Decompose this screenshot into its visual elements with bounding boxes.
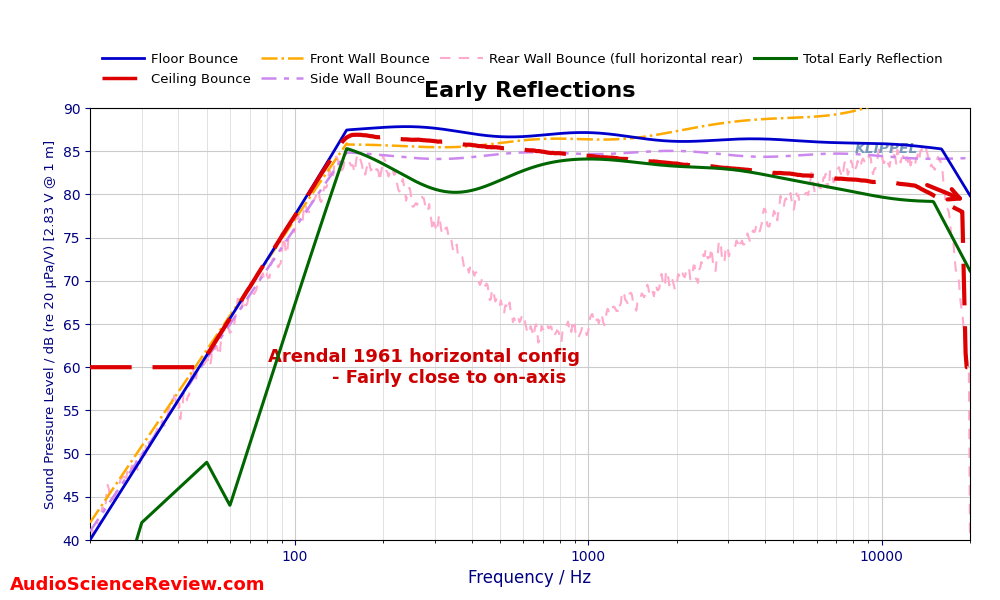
Legend: Floor Bounce, Ceiling Bounce, Front Wall Bounce, Side Wall Bounce, Rear Wall Bou: Floor Bounce, Ceiling Bounce, Front Wall…	[97, 47, 948, 91]
Y-axis label: Sound Pressure Level / dB (re 20 μPa/V) [2.83 V @ 1 m]: Sound Pressure Level / dB (re 20 μPa/V) …	[44, 139, 57, 509]
Text: Arendal 1961 horizontal config
        - Fairly close to on-axis: Arendal 1961 horizontal config - Fairly …	[268, 348, 580, 386]
Text: AudioScienceReview.com: AudioScienceReview.com	[10, 576, 266, 594]
Title: Early Reflections: Early Reflections	[424, 81, 636, 101]
X-axis label: Frequency / Hz: Frequency / Hz	[468, 569, 592, 587]
Text: KLIPPEL: KLIPPEL	[855, 142, 918, 157]
